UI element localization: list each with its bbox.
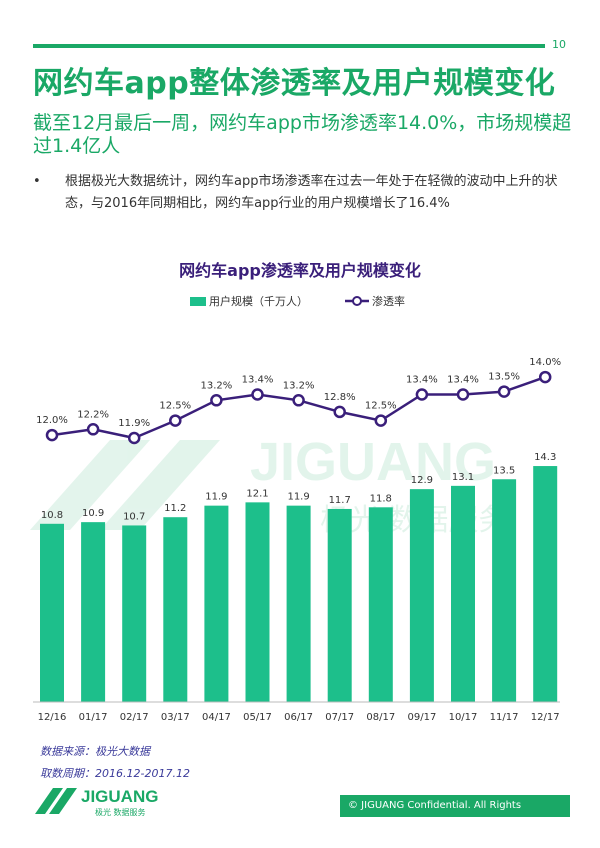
x-tick-label: 02/17	[120, 712, 149, 723]
bar	[40, 523, 64, 702]
bullet-text: 根据极光大数据统计，网约车app市场渗透率在过去一年处于在轻微的波动中上升的状态…	[65, 174, 558, 211]
line-point	[210, 394, 223, 407]
line-point	[497, 385, 511, 398]
page-title: 网约车app整体渗透率及用户规模变化	[33, 66, 556, 101]
x-tick-label: 11/17	[490, 712, 519, 723]
bar-value-label: 10.8	[41, 510, 63, 521]
x-tick-label: 09/17	[407, 712, 436, 723]
bar	[163, 517, 188, 702]
page-number: 10	[552, 38, 566, 51]
x-tick-label: 08/17	[366, 712, 395, 723]
line-point	[456, 388, 470, 401]
line-value-label: 13.4%	[447, 375, 479, 386]
bar-value-label: 11.7	[329, 495, 351, 506]
bar-value-label: 11.9	[205, 492, 227, 503]
x-tick-label: 07/17	[325, 712, 354, 723]
bar	[81, 522, 106, 702]
x-tick-label: 12/16	[38, 712, 67, 723]
line-point	[333, 405, 346, 419]
line-point	[169, 414, 182, 427]
line-value-label: 12.0%	[36, 415, 68, 426]
bar	[533, 466, 558, 702]
bar-value-label: 11.9	[287, 492, 309, 503]
penetration-line: 12.0% 12.2% 11.9% 12.5% 13.2% 13.4% 13.2% 12.8%…	[36, 357, 561, 445]
watermark-text: JIGUANG	[250, 432, 496, 492]
line-value-label: 12.2%	[77, 409, 109, 420]
line-value-label: 13.4%	[406, 375, 438, 386]
jiguang-logo: JIGUANG 极光 数据服务	[35, 787, 158, 817]
legend-bar-label: 用户规模（千万人）	[209, 294, 308, 308]
line-value-label: 13.2%	[201, 380, 233, 391]
bar	[492, 479, 517, 702]
bar-value-label: 11.8	[370, 493, 392, 504]
x-tick-label: 10/17	[449, 712, 478, 723]
x-axis-labels: 12/16 01/17 02/17 03/17 04/17 05/17 06/17 07/17…	[38, 712, 560, 723]
copyright-bar: © JIGUANG Confidential. All Rights Reser…	[340, 795, 570, 833]
bar-value-label: 12.9	[411, 475, 433, 486]
x-tick-label: 12/17	[531, 712, 560, 723]
bar	[409, 489, 434, 702]
line-point	[538, 370, 552, 384]
bar-value-label: 14.3	[534, 452, 556, 463]
period-note: 取数周期：2016.12-2017.12	[40, 767, 190, 780]
bar-value-label: 10.7	[123, 511, 145, 522]
bar	[204, 505, 229, 702]
bar	[368, 507, 393, 702]
bar-value-label: 12.1	[246, 488, 268, 499]
chart-title: 网约车app渗透率及用户规模变化	[179, 261, 421, 280]
line-value-label: 13.2%	[283, 380, 315, 391]
line-value-label: 13.5%	[488, 372, 520, 383]
bullet-dot-icon: •	[33, 174, 41, 189]
line-value-label: 11.9%	[118, 418, 150, 429]
legend-line-label: 渗透率	[372, 294, 405, 308]
line-value-label: 13.4%	[242, 375, 274, 386]
x-tick-label: 03/17	[161, 712, 190, 723]
legend-line-marker-icon	[352, 296, 362, 306]
bar	[245, 502, 270, 702]
source-note: 数据来源：极光大数据	[40, 745, 150, 758]
chart: JIGUANG 极光 数据服务 用户规模（千万人） 渗透率 10.810.910…	[30, 294, 561, 723]
legend: 用户规模（千万人） 渗透率	[190, 294, 405, 308]
bar	[122, 525, 147, 702]
line-point	[45, 428, 59, 442]
bar-value-label: 11.2	[164, 503, 186, 514]
line-point	[292, 394, 305, 407]
line-point	[415, 388, 429, 401]
bar	[451, 485, 475, 702]
bar-value-label: 13.1	[452, 472, 474, 483]
line-point	[127, 431, 141, 445]
bar	[286, 505, 311, 702]
x-tick-label: 01/17	[79, 712, 108, 723]
top-rule	[33, 44, 545, 48]
bars: 10.8 10.9 10.7 11.2 11.9 12.1 11.9 11.7 11.8 12.9…	[40, 452, 558, 702]
x-tick-label: 06/17	[284, 712, 313, 723]
bar	[327, 508, 352, 702]
x-tick-label: 05/17	[243, 712, 272, 723]
legend-bar-swatch	[190, 297, 206, 306]
line-value-label: 12.5%	[159, 401, 191, 412]
line-value-label: 12.5%	[365, 401, 397, 412]
logo-text: JIGUANG	[81, 787, 158, 806]
watermark-logo-icon	[30, 440, 220, 530]
page-subtitle: 截至12月最后一周，网约车app市场渗透率14.0%，市场规模超过1.4亿人	[33, 112, 572, 157]
line-value-label: 14.0%	[529, 357, 561, 368]
line-value-label: 12.8%	[324, 392, 356, 403]
line-point	[251, 388, 264, 401]
logo-mark-icon	[35, 788, 77, 814]
line-point	[86, 423, 100, 436]
logo-tagline: 极光 数据服务	[95, 807, 146, 817]
bar-value-label: 13.5	[493, 465, 515, 476]
bar-value-label: 10.9	[82, 508, 104, 519]
line-point	[374, 414, 388, 427]
bullet-point: • 根据极光大数据统计，网约车app市场渗透率在过去一年处于在轻微的波动中上升的…	[33, 171, 563, 215]
x-tick-label: 04/17	[202, 712, 231, 723]
